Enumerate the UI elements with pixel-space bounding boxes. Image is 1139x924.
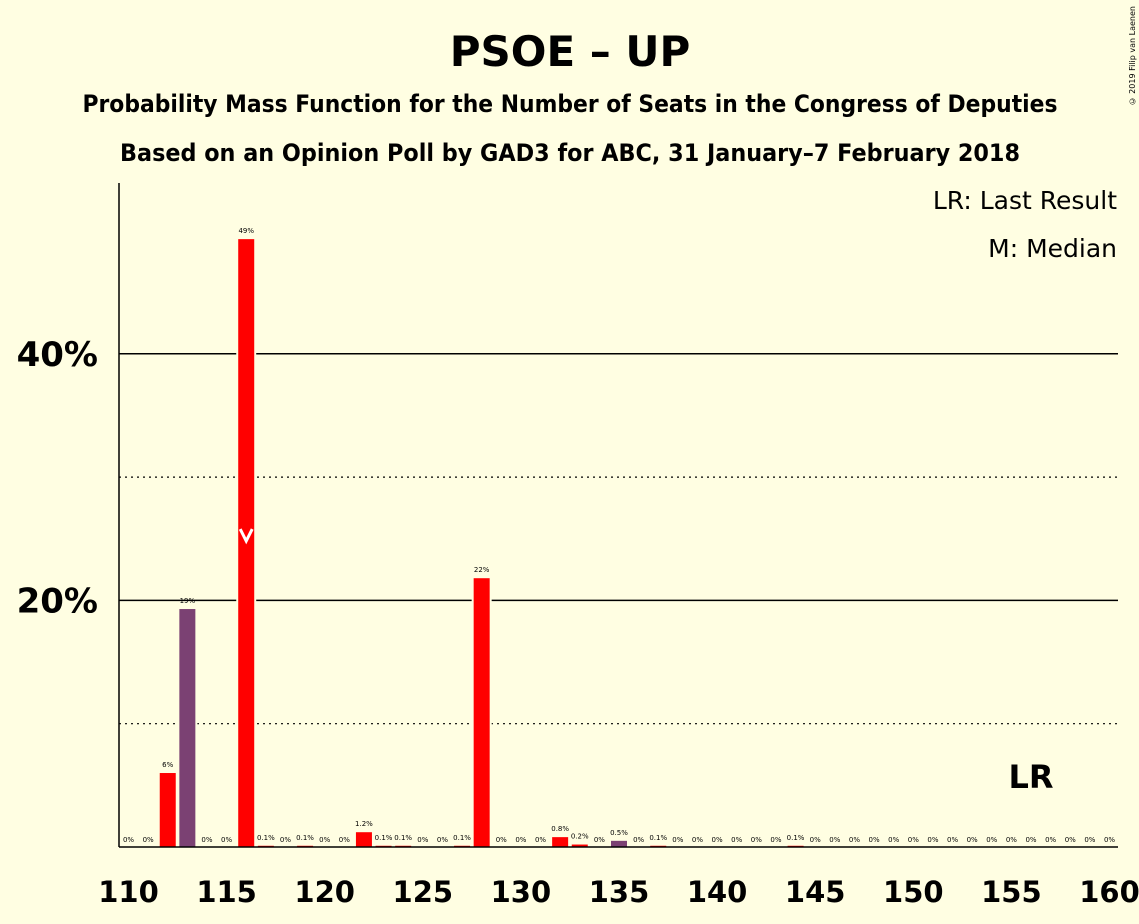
bar-label-125: 0% <box>417 836 428 844</box>
x-tick-label: 115 <box>196 875 257 909</box>
x-tick-label: 150 <box>883 875 944 909</box>
bar-label-158: 0% <box>1065 836 1076 844</box>
x-tick-label: 120 <box>294 875 355 909</box>
bar-halo <box>373 843 394 847</box>
bar-label-141: 0% <box>731 836 742 844</box>
bar-label-159: 0% <box>1084 836 1095 844</box>
bar-label-112: 6% <box>162 761 173 769</box>
bar-label-132: 0.8% <box>551 825 569 833</box>
x-tick-label: 155 <box>981 875 1042 909</box>
legend-median: M: Median <box>988 234 1117 263</box>
bar-label-120: 0% <box>319 836 330 844</box>
legend-last-result: LR: Last Result <box>933 186 1117 215</box>
bar-halo <box>255 843 276 847</box>
bar-label-115: 0% <box>221 836 232 844</box>
bar-label-118: 0% <box>280 836 291 844</box>
bar-113 <box>179 609 196 847</box>
bar-label-157: 0% <box>1045 836 1056 844</box>
bar-label-133: 0.2% <box>571 833 589 841</box>
bar-112 <box>159 773 176 847</box>
bar-label-145: 0% <box>810 836 821 844</box>
bar-halo <box>295 843 316 847</box>
bar-label-152: 0% <box>947 836 958 844</box>
bar-label-155: 0% <box>1006 836 1017 844</box>
bar-122 <box>355 832 372 847</box>
bar-label-131: 0% <box>535 836 546 844</box>
bar-label-117: 0.1% <box>257 834 275 842</box>
bar-label-129: 0% <box>496 836 507 844</box>
y-tick-label: 40% <box>17 335 98 375</box>
axes <box>118 183 1118 848</box>
bar-label-134: 0% <box>594 836 605 844</box>
bar-label-130: 0% <box>515 836 526 844</box>
median-marker <box>238 528 254 545</box>
bar-label-148: 0% <box>869 836 880 844</box>
grid <box>119 353 1118 725</box>
bar-label-110: 0% <box>123 836 134 844</box>
bar-label-154: 0% <box>986 836 997 844</box>
bar-label-150: 0% <box>908 836 919 844</box>
bars <box>157 237 806 848</box>
bar-label-123: 0.1% <box>375 834 393 842</box>
bar-label-138: 0% <box>672 836 683 844</box>
bar-label-119: 0.1% <box>296 834 314 842</box>
bar-labels: 0% 0%6%19%0% 0%49%0.1% 0% 0.1% 0% 0%1.2%0.1% 0.… <box>123 227 1115 844</box>
bar-label-114: 0% <box>201 836 212 844</box>
bar-label-160: 0% <box>1104 836 1115 844</box>
bar-label-147: 0% <box>849 836 860 844</box>
bar-135 <box>611 840 627 847</box>
x-tick-label: 125 <box>393 875 454 909</box>
chart-subtitle: Probability Mass Function for the Number… <box>83 90 1058 118</box>
bar-label-142: 0% <box>751 836 762 844</box>
bar-128 <box>473 578 490 847</box>
x-tick-label: 160 <box>1079 875 1139 909</box>
bar-label-149: 0% <box>888 836 899 844</box>
bar-label-139: 0% <box>692 836 703 844</box>
bar-label-111: 0% <box>143 836 154 844</box>
bar-label-126: 0% <box>437 836 448 844</box>
credit-text: © 2019 Filip van Laenen <box>1128 6 1137 106</box>
bar-label-128: 22% <box>474 566 490 574</box>
bar-halo <box>393 843 414 847</box>
bar-halo <box>785 843 806 847</box>
bar-label-153: 0% <box>967 836 978 844</box>
x-tick-label: 145 <box>785 875 846 909</box>
last-result-marker: LR <box>1009 758 1054 796</box>
bar-label-140: 0% <box>712 836 723 844</box>
chart-title: PSOE – UP <box>450 27 691 76</box>
chart-subtitle-2: Based on an Opinion Poll by GAD3 for ABC… <box>120 139 1020 167</box>
x-tick-label: 140 <box>687 875 748 909</box>
bar-label-116: 49% <box>238 227 254 235</box>
bar-halo <box>452 843 473 847</box>
x-tick-label: 135 <box>589 875 650 909</box>
bar-label-121: 0% <box>339 836 350 844</box>
bar-label-156: 0% <box>1025 836 1036 844</box>
x-tick-label: 130 <box>491 875 552 909</box>
bar-label-135: 0.5% <box>610 829 628 837</box>
bar-133 <box>571 844 588 847</box>
tick-labels: 20% 40% 110 115 120 125 130 135 140 145 150 155 160 L… <box>17 335 1139 909</box>
bar-label-146: 0% <box>829 836 840 844</box>
bar-label-143: 0% <box>770 836 781 844</box>
bar-label-127: 0.1% <box>453 834 471 842</box>
bar-label-151: 0% <box>927 836 938 844</box>
x-tick-label: 110 <box>98 875 159 909</box>
bar-label-137: 0.1% <box>649 834 667 842</box>
bar-halo <box>648 843 669 847</box>
bar-132 <box>552 837 569 847</box>
bar-label-113: 19% <box>180 597 196 605</box>
bar-label-124: 0.1% <box>394 834 412 842</box>
bar-label-144: 0.1% <box>787 834 805 842</box>
bar-label-122: 1.2% <box>355 820 373 828</box>
bar-label-136: 0% <box>633 836 644 844</box>
y-tick-label: 20% <box>17 581 98 621</box>
